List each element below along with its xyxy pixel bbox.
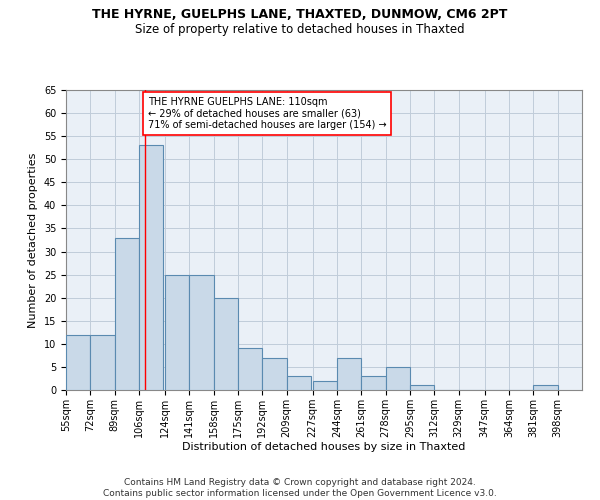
Text: THE HYRNE GUELPHS LANE: 110sqm
← 29% of detached houses are smaller (63)
71% of : THE HYRNE GUELPHS LANE: 110sqm ← 29% of …: [148, 97, 386, 130]
Text: THE HYRNE, GUELPHS LANE, THAXTED, DUNMOW, CM6 2PT: THE HYRNE, GUELPHS LANE, THAXTED, DUNMOW…: [92, 8, 508, 20]
Text: Size of property relative to detached houses in Thaxted: Size of property relative to detached ho…: [135, 22, 465, 36]
Bar: [410, 386, 434, 390]
Bar: [337, 358, 361, 390]
Bar: [262, 358, 287, 390]
Bar: [214, 298, 238, 390]
Bar: [238, 348, 262, 390]
Bar: [533, 386, 557, 390]
Bar: [91, 334, 115, 390]
Y-axis label: Number of detached properties: Number of detached properties: [28, 152, 38, 328]
Bar: [139, 146, 163, 390]
Bar: [386, 367, 410, 390]
Text: Distribution of detached houses by size in Thaxted: Distribution of detached houses by size …: [182, 442, 466, 452]
Bar: [313, 381, 337, 390]
Bar: [361, 376, 386, 390]
Bar: [287, 376, 311, 390]
Text: Contains HM Land Registry data © Crown copyright and database right 2024.
Contai: Contains HM Land Registry data © Crown c…: [103, 478, 497, 498]
Bar: [66, 334, 91, 390]
Bar: [189, 274, 214, 390]
Bar: [115, 238, 139, 390]
Bar: [165, 274, 189, 390]
